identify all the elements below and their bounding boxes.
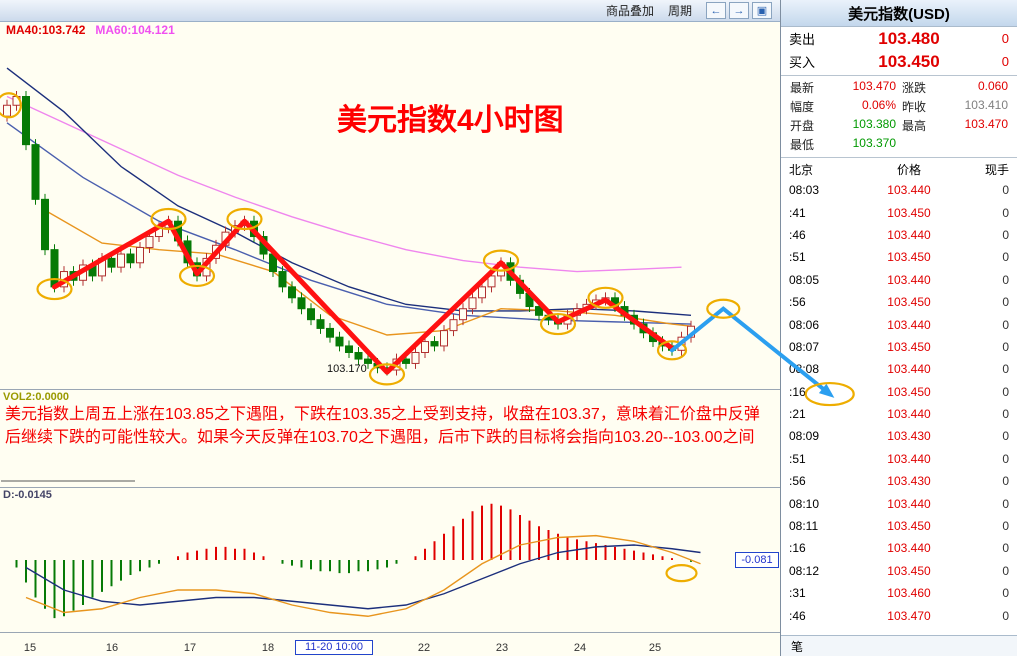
stats-grid: 最新 103.470 涨跌 0.060 幅度 0.06% 昨收 103.410 开盘 103.38… xyxy=(781,77,1017,155)
trade-row[interactable]: 08:03 103.440 0 xyxy=(789,183,1009,198)
stat-涨跌: 涨跌 0.060 xyxy=(902,79,1008,95)
sell-label: 卖出 xyxy=(789,32,816,47)
trade-row[interactable]: :16 103.440 0 xyxy=(789,541,1009,556)
instrument-title: 美元指数(USD) xyxy=(781,0,1017,27)
tab-tick-list[interactable]: 笔 xyxy=(791,639,804,654)
stat-最高: 最高 103.470 xyxy=(902,117,1008,133)
trade-row[interactable]: :16 103.450 0 xyxy=(789,384,1009,399)
trade-row[interactable]: :51 103.440 0 xyxy=(789,451,1009,466)
trade-row[interactable]: :56 103.430 0 xyxy=(789,474,1009,489)
trade-row[interactable]: :56 103.450 0 xyxy=(789,295,1009,310)
col-price: 价格 xyxy=(896,162,921,177)
trade-row[interactable]: 08:05 103.440 0 xyxy=(789,272,1009,287)
low-price-label: 103.170 xyxy=(327,363,367,375)
stat-昨收: 昨收 103.410 xyxy=(902,98,1008,114)
next-arrow-icon[interactable]: → xyxy=(729,2,749,19)
period-button[interactable]: 周期 xyxy=(667,4,692,18)
stat-最新: 最新 103.470 xyxy=(790,79,896,95)
col-volume: 现手 xyxy=(984,162,1009,177)
crosshair-time-box: 11-20 10:00 xyxy=(295,640,373,655)
trade-row[interactable]: 08:10 103.440 0 xyxy=(789,496,1009,511)
trade-row[interactable]: :46 103.440 0 xyxy=(789,227,1009,242)
trades-header: 北京 价格 现手 xyxy=(781,159,1017,179)
svg-text:18: 18 xyxy=(262,642,274,654)
chart-title: 美元指数4小时图 xyxy=(337,104,564,137)
macd-indicator-label: D:-0.0145 xyxy=(3,489,52,501)
buy-qty: 0 xyxy=(1001,54,1009,69)
divider xyxy=(781,75,1017,76)
svg-text:23: 23 xyxy=(496,642,508,654)
analyst-commentary: 美元指数上周五上涨在103.85之下遇阻，下跌在103.35之上受到支持，收盘在… xyxy=(5,406,760,446)
overlay-button[interactable]: 商品叠加 xyxy=(605,4,654,18)
trade-row[interactable]: :21 103.440 0 xyxy=(789,407,1009,422)
quote-sidebar: 美元指数(USD) 卖出 103.480 0 买入 103.450 0 最新 10… xyxy=(780,0,1017,656)
trade-row[interactable]: :51 103.450 0 xyxy=(789,250,1009,265)
ma60-label: MA60:104.121 xyxy=(95,23,175,37)
trade-row[interactable]: 08:11 103.450 0 xyxy=(789,519,1009,534)
sidebar-bottom-bar: 笔 xyxy=(781,635,1017,656)
chart-toolbar: 商品叠加 周期 ← → ▣ xyxy=(0,0,780,22)
macd-value-box: -0.081 xyxy=(735,552,779,568)
price-chart[interactable]: 15 16 17 18 22 23 24 25 xyxy=(0,0,780,656)
svg-text:22: 22 xyxy=(418,642,430,654)
ma40-label: MA40:103.742 xyxy=(6,23,86,37)
buy-price: 103.450 xyxy=(878,51,940,71)
trade-row[interactable]: :46 103.470 0 xyxy=(789,608,1009,623)
svg-text:16: 16 xyxy=(106,642,118,654)
trade-row[interactable]: 08:06 103.440 0 xyxy=(789,317,1009,332)
buy-label: 买入 xyxy=(789,55,816,70)
col-time: 北京 xyxy=(789,162,814,177)
toolbar-icons: ← → ▣ xyxy=(706,2,772,19)
svg-text:15: 15 xyxy=(24,642,36,654)
trade-row[interactable]: 08:08 103.440 0 xyxy=(789,362,1009,377)
svg-text:25: 25 xyxy=(649,642,661,654)
prev-arrow-icon[interactable]: ← xyxy=(706,2,726,19)
ma-labels: MA40:103.742 MA60:104.121 xyxy=(6,23,175,37)
trade-row[interactable]: 08:12 103.450 0 xyxy=(789,563,1009,578)
sell-quote-row[interactable]: 卖出 103.480 0 xyxy=(781,27,1017,50)
stat-幅度: 幅度 0.06% xyxy=(790,98,896,114)
window-icon[interactable]: ▣ xyxy=(752,2,772,19)
trades-body: 08:03 103.440 0 :41 103.450 0 :46 103.440 0 :51 10… xyxy=(781,179,1017,635)
stat-开盘: 开盘 103.380 xyxy=(790,117,896,133)
trade-row[interactable]: 08:07 103.450 0 xyxy=(789,339,1009,354)
sell-price: 103.480 xyxy=(878,28,940,48)
trade-row[interactable]: :31 103.460 0 xyxy=(789,586,1009,601)
svg-text:17: 17 xyxy=(184,642,196,654)
trade-row[interactable]: 08:09 103.430 0 xyxy=(789,429,1009,444)
trade-row[interactable]: :41 103.450 0 xyxy=(789,205,1009,220)
stat-最低: 最低 103.370 xyxy=(790,136,896,152)
volume-indicator-label: VOL2:0.0000 xyxy=(3,391,70,403)
buy-quote-row[interactable]: 买入 103.450 0 xyxy=(781,50,1017,73)
svg-text:24: 24 xyxy=(574,642,586,654)
divider xyxy=(781,157,1017,158)
sell-qty: 0 xyxy=(1001,31,1009,46)
